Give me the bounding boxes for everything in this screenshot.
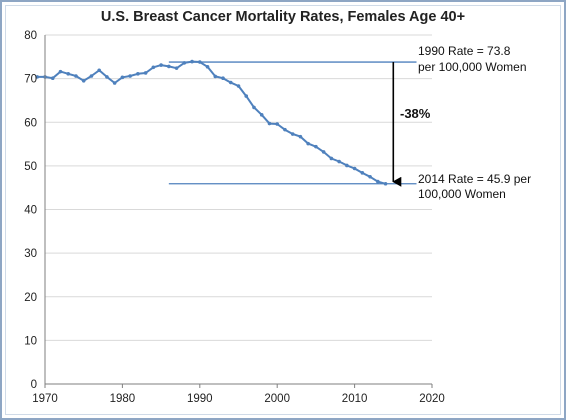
chart-title: U.S. Breast Cancer Mortality Rates, Fema… (101, 9, 465, 25)
data-point-1969 (35, 75, 40, 79)
y-tick-label-30: 30 (24, 248, 37, 260)
annotation-2014-rate-line2: 100,000 Women (418, 187, 506, 201)
x-tick-label-2010: 2010 (342, 393, 368, 405)
data-point-1976 (89, 74, 94, 78)
data-point-2013 (376, 179, 380, 184)
reference-lines (168, 61, 417, 185)
data-point-1989 (190, 59, 194, 64)
data-point-1994 (228, 80, 233, 85)
data-point-1971 (50, 76, 55, 80)
data-point-2001 (283, 127, 287, 132)
y-tick-label-70: 70 (24, 74, 37, 86)
data-point-1979 (112, 81, 117, 85)
x-tick-label-1980: 1980 (110, 393, 136, 405)
data-point-2014 (383, 181, 388, 186)
data-point-2008 (337, 159, 341, 164)
data-point-1972 (58, 69, 63, 74)
annotation-1990-rate-line1: 1990 Rate = 73.8 (418, 44, 511, 58)
data-point-1974 (74, 74, 78, 78)
data-point-1990 (198, 60, 202, 64)
data-point-1988 (182, 61, 187, 65)
data-point-1987 (174, 66, 179, 70)
y-tick-label-40: 40 (24, 205, 37, 217)
data-point-2005 (314, 144, 318, 149)
x-tick-label-1990: 1990 (187, 393, 213, 405)
data-point-1985 (159, 63, 163, 67)
data-point-2009 (345, 163, 349, 168)
y-tick-label-10: 10 (24, 335, 37, 347)
annotation-percent-change: -38% (400, 106, 431, 121)
data-point-1998 (259, 113, 264, 117)
y-tick-label-60: 60 (24, 117, 37, 129)
data-point-2003 (298, 134, 303, 139)
data-point-1982 (136, 72, 140, 76)
gridlines (45, 34, 432, 341)
data-point-1996 (244, 94, 249, 98)
data-point-1981 (128, 74, 132, 78)
annotations: 1990 Rate = 73.8 per 100,000 Women -38% … (392, 44, 531, 201)
data-point-1991 (205, 65, 210, 69)
data-point-2007 (329, 156, 334, 161)
series-line (37, 60, 386, 185)
y-tick-label-50: 50 (24, 161, 37, 173)
axes (44, 35, 433, 388)
data-point-1986 (167, 64, 171, 69)
data-point-1995 (236, 84, 241, 88)
annotation-1990-rate-line2: per 100,000 Women (418, 60, 527, 74)
x-tick-label-1970: 1970 (32, 393, 58, 405)
data-point-1993 (221, 76, 225, 80)
data-point-2012 (368, 174, 372, 179)
y-tick-label-20: 20 (24, 292, 37, 304)
data-point-2006 (321, 150, 326, 154)
tick-labels: 0 10 20 30 40 50 60 70 80 1970 1980 1990 2000 2010 202… (24, 30, 445, 405)
data-point-2004 (306, 141, 310, 146)
data-point-1992 (213, 74, 218, 79)
y-tick-label-80: 80 (24, 30, 37, 42)
data-point-1999 (267, 121, 272, 126)
data-point-1983 (143, 71, 148, 75)
data-point-1980 (120, 75, 125, 80)
data-point-1978 (105, 75, 109, 79)
series-group (35, 59, 388, 186)
data-point-1975 (81, 79, 86, 83)
y-tick-label-0: 0 (31, 379, 37, 391)
data-point-2002 (290, 132, 295, 136)
data-point-2010 (352, 166, 357, 171)
data-point-1973 (66, 72, 71, 76)
data-point-1997 (252, 105, 256, 110)
data-point-2000 (275, 122, 280, 126)
chart-frame-inner (5, 5, 561, 415)
x-tick-label-2000: 2000 (264, 393, 290, 405)
data-point-1977 (97, 68, 101, 73)
data-point-1984 (151, 65, 156, 70)
annotation-2014-rate-line1: 2014 Rate = 45.9 per (418, 172, 531, 186)
data-point-2011 (360, 171, 365, 175)
x-tick-label-2020: 2020 (419, 393, 445, 405)
